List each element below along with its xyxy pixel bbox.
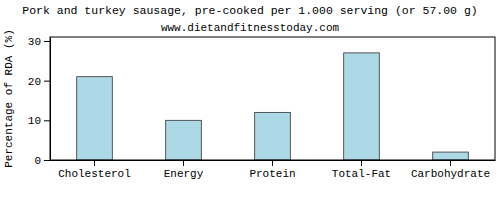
x-tick-mark [361,160,362,166]
y-tick-label: 20 [28,76,41,88]
bar [344,53,380,160]
x-tick-label: Protein [249,168,295,180]
y-tick-label: 10 [28,115,41,127]
y-axis-line [50,38,51,161]
x-axis: Cholesterol Energy Protein Total-Fat Carbohy… [51,160,496,180]
bar [77,77,113,160]
x-tick-mark [450,160,451,166]
x-tick: Protein [249,160,295,180]
y-tick-mark [44,81,50,82]
y-tick-mark [44,41,50,42]
subtitle: www.dietandfitnesstoday.com [161,22,340,34]
bars [77,53,469,160]
bar [433,152,469,160]
y-tick-label: 30 [28,36,41,48]
y-axis: 0 10 20 30 [28,36,51,167]
y-tick: 10 [28,115,50,127]
x-tick: Carbohydrate [411,160,490,180]
y-tick: 30 [28,36,50,48]
x-tick-mark [94,160,95,166]
y-tick-label: 0 [34,155,41,167]
x-tick: Cholesterol [58,160,131,180]
x-tick-label: Total-Fat [332,168,391,180]
bar [166,120,202,160]
x-tick: Total-Fat [332,160,391,180]
plot: 0 10 20 30 Cholesterol Energy Protein Total-Fat… [28,36,496,180]
x-tick-mark [183,160,184,166]
x-tick-label: Carbohydrate [411,168,490,180]
y-tick: 20 [28,76,50,88]
x-tick-mark [272,160,273,166]
y-tick: 0 [34,155,50,167]
x-tick-label: Cholesterol [58,168,131,180]
bar [255,112,291,160]
x-tick: Energy [164,160,204,180]
y-tick-mark [44,120,50,121]
y-axis-title: Percentage of RDA (%) [3,29,15,168]
chart: 0 10 20 30 Cholesterol Energy Protein Total-Fat… [0,0,500,200]
title: Pork and turkey sausage, pre-cooked per … [22,4,477,17]
y-tick-mark [44,160,50,161]
x-tick-label: Energy [164,168,204,180]
plot-frame [50,37,495,160]
